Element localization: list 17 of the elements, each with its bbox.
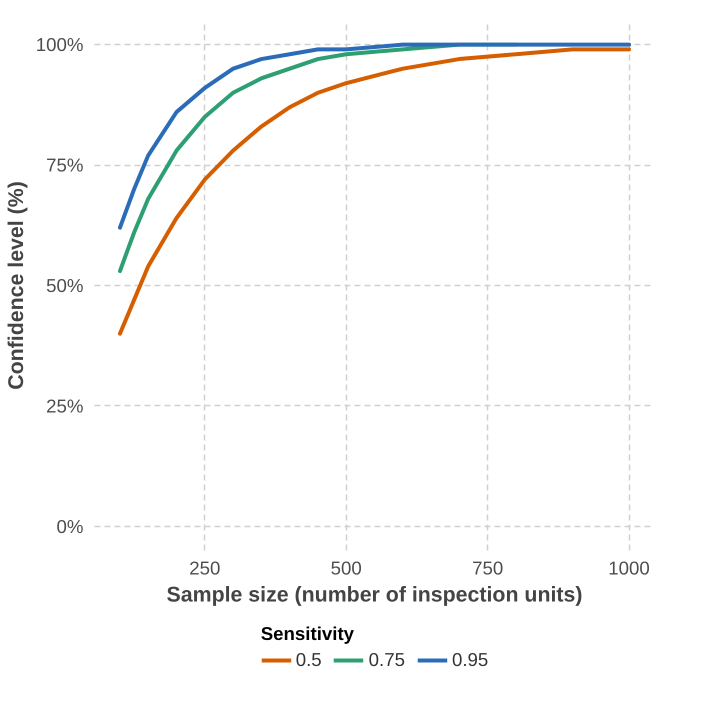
x-tick-label: 500: [330, 558, 362, 578]
line-series: [118, 42, 632, 230]
line-series: [118, 47, 632, 336]
legend-label: 0.5: [296, 648, 322, 670]
y-axis-title: Confidence level (%): [4, 181, 28, 390]
legend-label: 0.95: [452, 648, 488, 670]
x-tick-label: 250: [189, 558, 220, 578]
y-tick-label: 25%: [46, 395, 84, 416]
legend-label: 0.75: [368, 648, 405, 670]
x-axis-title: Sample size (number of inspection units): [166, 582, 582, 606]
x-tick-label: 750: [472, 558, 504, 578]
legend-title: Sensitivity: [260, 622, 356, 644]
y-tick-label: 50%: [46, 275, 84, 296]
y-tick-label: 0%: [56, 516, 84, 537]
y-tick-label: 100%: [36, 34, 84, 56]
x-tick-label: 1000: [608, 558, 650, 578]
y-tick-label: 75%: [46, 154, 84, 176]
